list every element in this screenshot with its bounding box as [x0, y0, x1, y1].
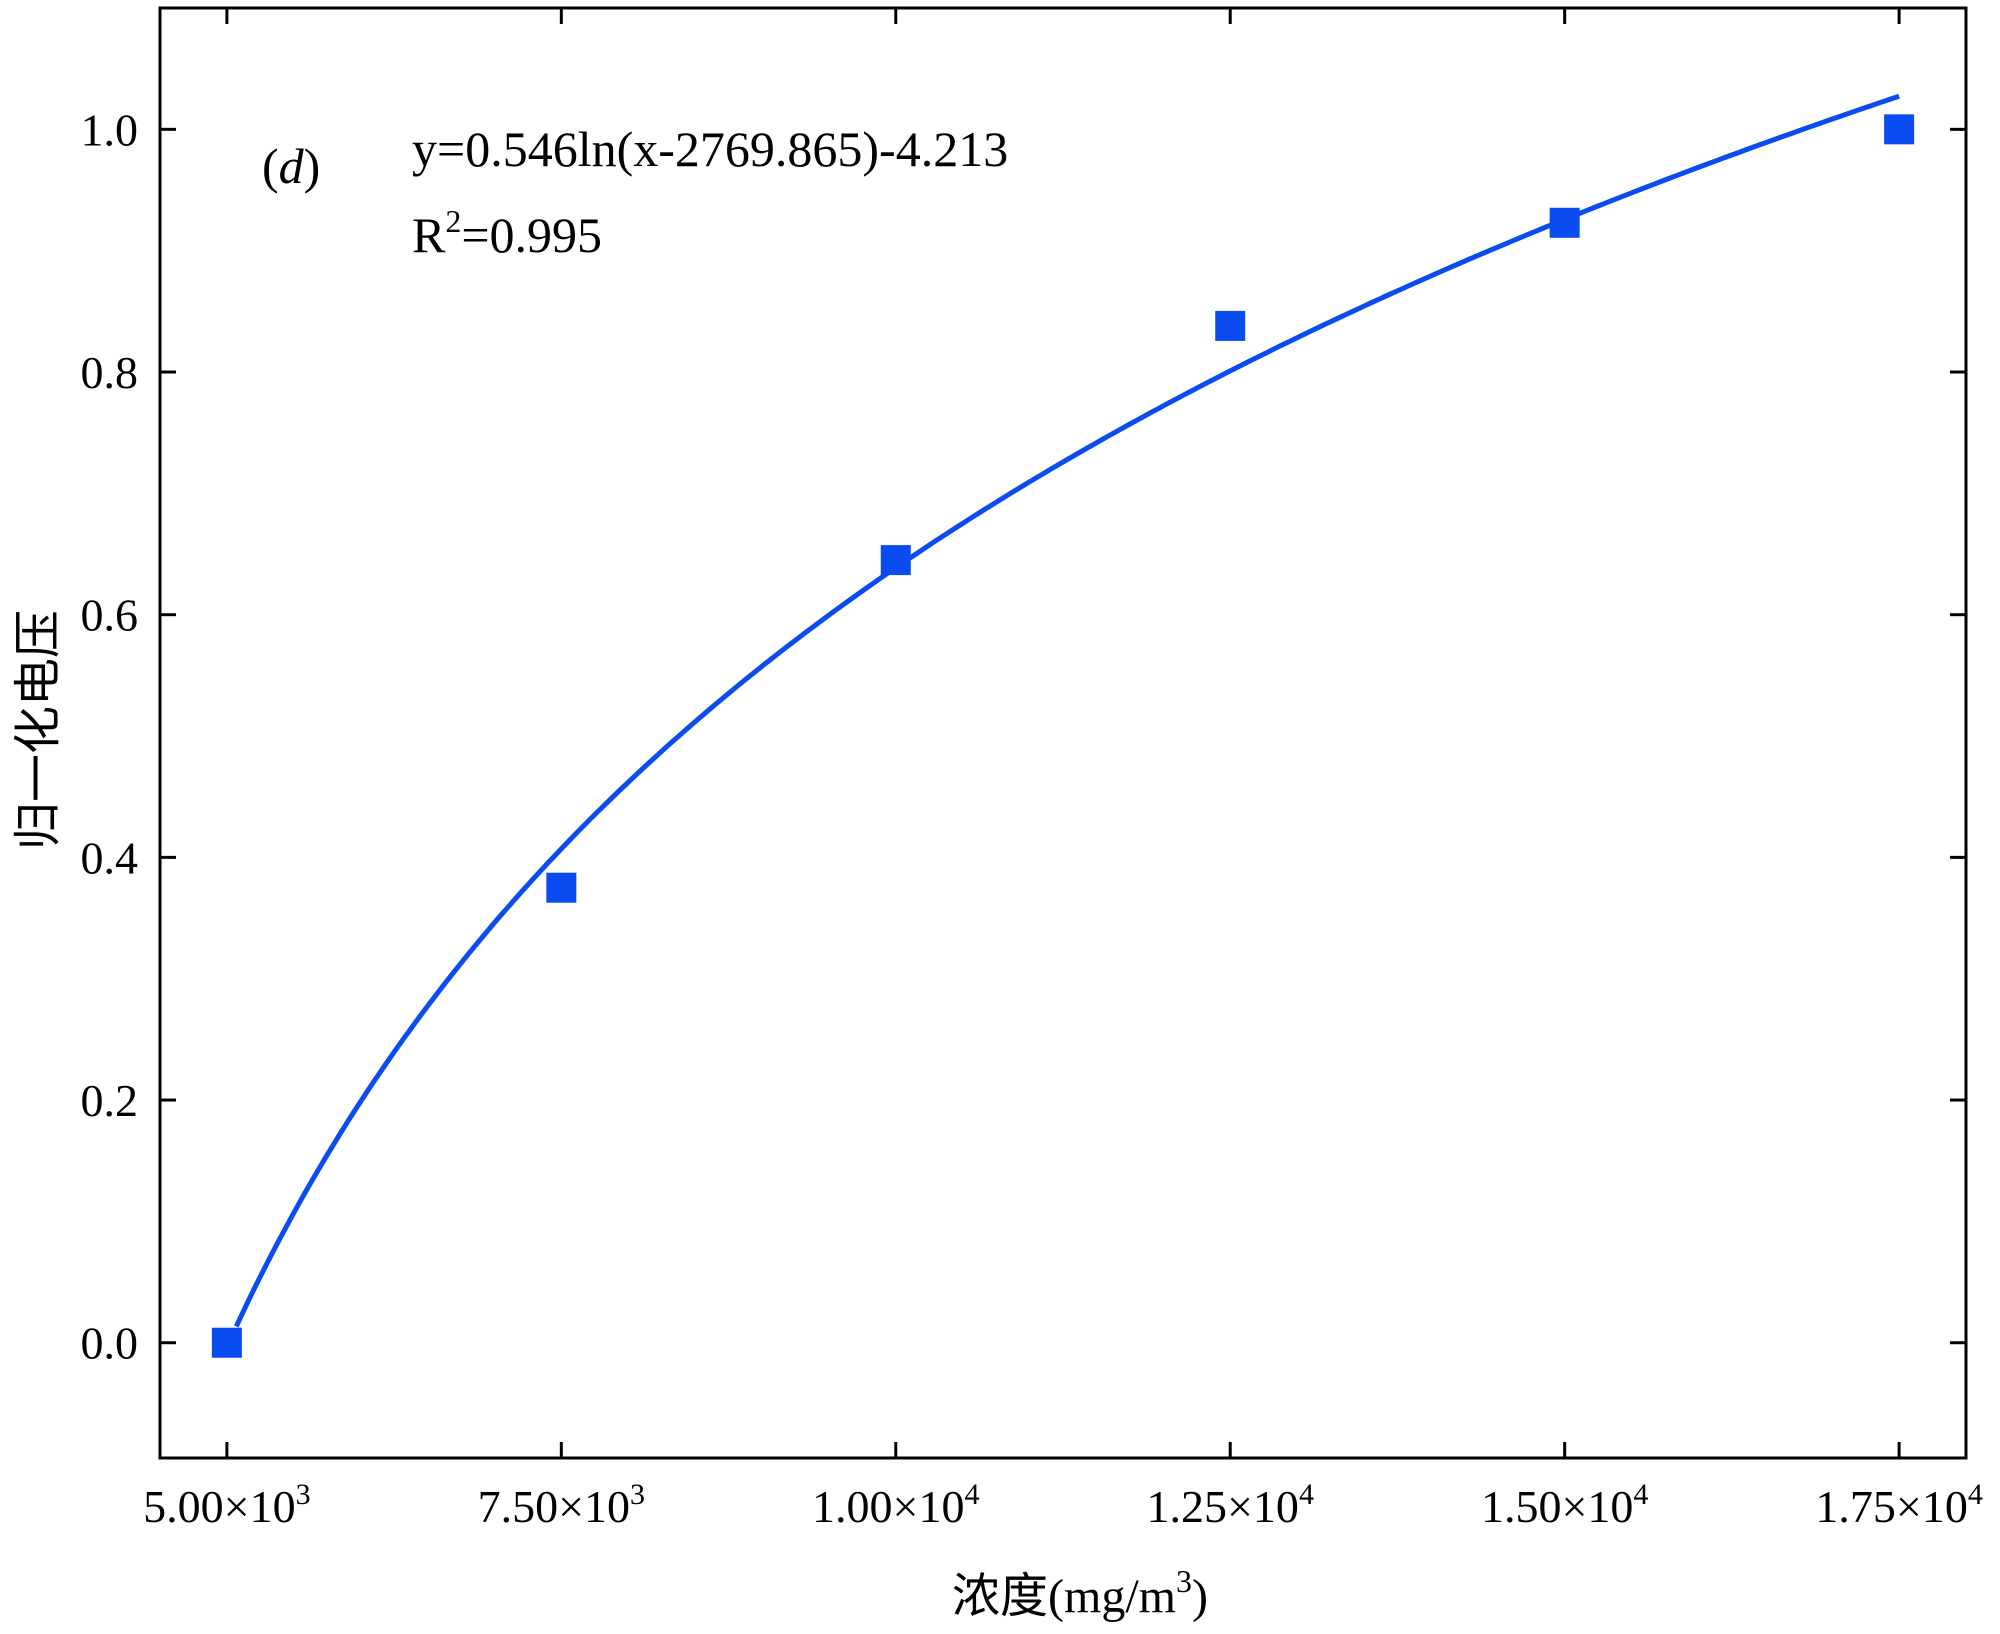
- y-tick-label: 0.8: [81, 347, 139, 398]
- data-point-5: [1884, 114, 1915, 145]
- data-point-2: [880, 545, 911, 576]
- y-axis-title: 归一化电压: [12, 610, 65, 850]
- y-tick-label: 0.0: [81, 1318, 139, 1369]
- fit-equation: y=0.546ln(x-2769.865)-4.213: [412, 121, 1008, 177]
- panel-label: (d): [262, 138, 320, 194]
- x-tick-label: 1.75×104: [1815, 1478, 1982, 1532]
- axis-ticks: 5.00×103 7.50×103 1.00×104 1.25×104 1.50×104…: [81, 8, 1983, 1532]
- plot-frame: [158, 6, 1968, 1460]
- fit-curve-layer: [234, 93, 1900, 1328]
- data-point-3: [1215, 310, 1246, 341]
- x-tick-label: 5.00×103: [143, 1478, 310, 1532]
- x-tick-label: 1.50×104: [1481, 1478, 1648, 1532]
- y-tick-label: 1.0: [81, 104, 139, 155]
- x-axis-title: 浓度(mg/m3): [952, 1563, 1208, 1623]
- fit-curve: [234, 93, 1900, 1328]
- y-tick-label: 0.6: [81, 590, 139, 641]
- r-squared: R2=0.995: [412, 203, 602, 263]
- data-point-4: [1549, 207, 1580, 238]
- x-tick-label: 1.00×104: [812, 1478, 979, 1532]
- x-tick-label: 1.25×104: [1146, 1478, 1313, 1532]
- data-point-0: [211, 1327, 242, 1358]
- data-point-1: [546, 872, 577, 903]
- data-points-layer: [211, 114, 1915, 1358]
- y-tick-label: 0.4: [81, 832, 139, 883]
- x-tick-label: 7.50×103: [478, 1478, 645, 1532]
- y-tick-label: 0.2: [81, 1075, 139, 1126]
